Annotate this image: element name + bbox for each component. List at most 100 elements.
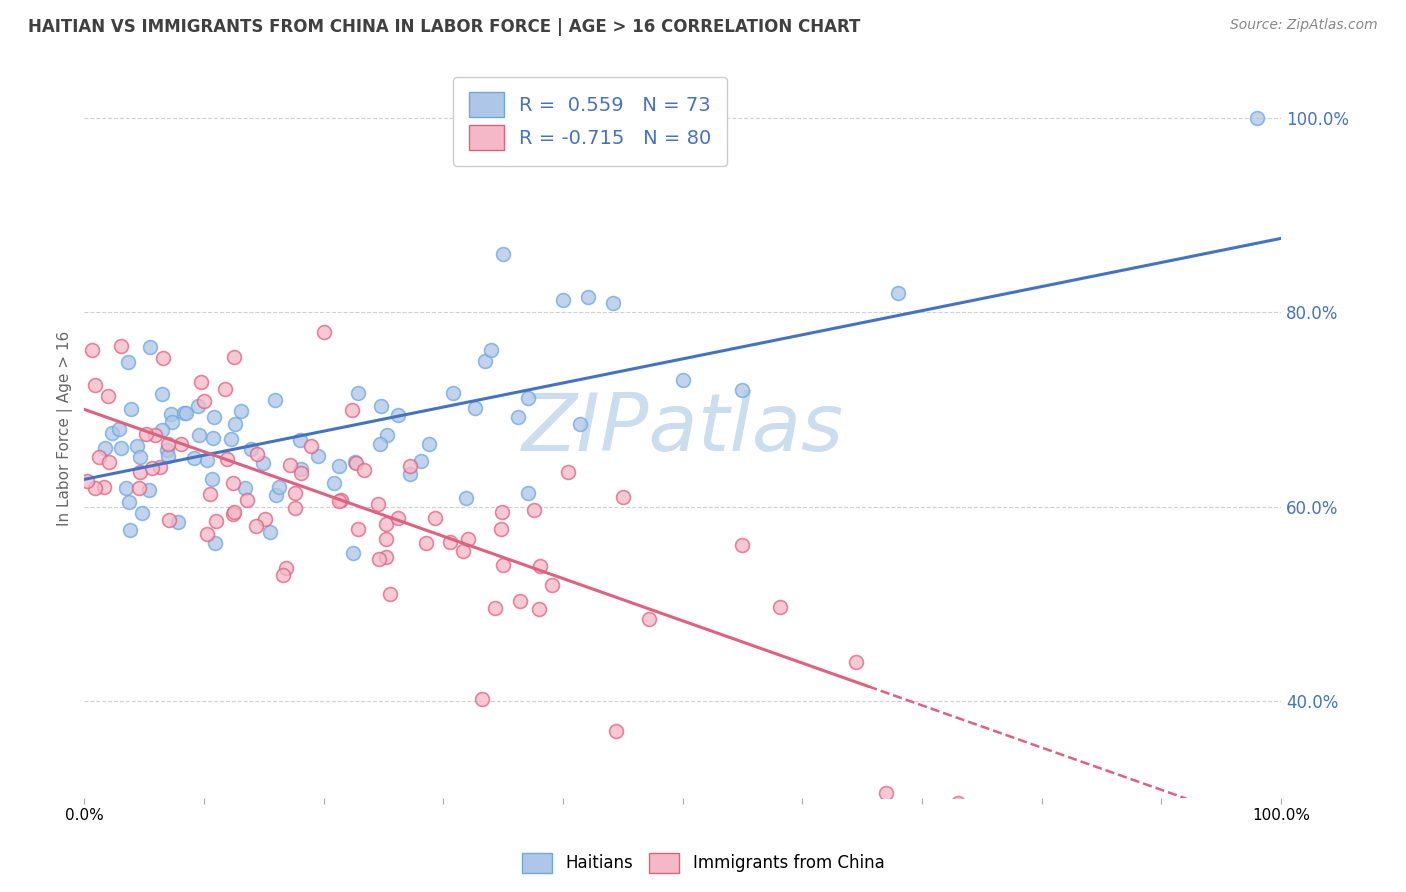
Point <box>523 502 546 516</box>
Point <box>1246 111 1268 125</box>
Point <box>672 373 695 387</box>
Point <box>375 550 398 565</box>
Point <box>423 511 446 525</box>
Point <box>378 587 401 601</box>
Point <box>222 350 245 364</box>
Point <box>290 434 312 448</box>
Point <box>224 505 246 519</box>
Point <box>236 492 259 507</box>
Point <box>108 422 131 436</box>
Point <box>157 449 180 463</box>
Y-axis label: In Labor Force | Age > 16: In Labor Force | Age > 16 <box>58 331 73 526</box>
Point <box>117 355 139 369</box>
Point <box>222 507 245 521</box>
Point <box>347 386 370 401</box>
Point <box>271 568 294 582</box>
Point <box>491 522 513 536</box>
Point <box>328 459 350 474</box>
Point <box>93 480 115 494</box>
Point <box>245 518 267 533</box>
Point <box>492 247 515 261</box>
Point <box>328 493 350 508</box>
Point <box>201 472 224 486</box>
Text: HAITIAN VS IMMIGRANTS FROM CHINA IN LABOR FORCE | AGE > 16 CORRELATION CHART: HAITIAN VS IMMIGRANTS FROM CHINA IN LABO… <box>28 18 860 36</box>
Point <box>160 408 183 422</box>
Point <box>387 408 409 422</box>
Point <box>204 535 226 549</box>
Point <box>89 450 111 465</box>
Point <box>246 446 269 460</box>
Point <box>375 516 398 531</box>
Point <box>506 409 529 424</box>
Point <box>451 544 474 558</box>
Point <box>464 401 486 416</box>
Point <box>183 450 205 465</box>
Point <box>188 428 211 442</box>
Point <box>252 456 274 470</box>
Point <box>269 480 291 494</box>
Point <box>150 387 173 401</box>
Point <box>187 400 209 414</box>
Point <box>94 442 117 456</box>
Point <box>195 527 218 541</box>
Point <box>205 514 228 528</box>
Point <box>141 461 163 475</box>
Point <box>125 439 148 453</box>
Point <box>875 786 897 800</box>
Point <box>612 490 634 504</box>
Point <box>233 481 256 495</box>
Point <box>239 442 262 456</box>
Point <box>202 410 225 425</box>
Point <box>441 385 464 400</box>
Point <box>129 465 152 479</box>
Point <box>368 436 391 450</box>
Point <box>82 343 104 357</box>
Point <box>120 401 142 416</box>
Point <box>323 475 346 490</box>
Point <box>517 391 540 405</box>
Point <box>887 285 910 300</box>
Point <box>190 375 212 389</box>
Point <box>418 436 440 450</box>
Text: Source: ZipAtlas.com: Source: ZipAtlas.com <box>1230 18 1378 32</box>
Legend: R =  0.559   N = 73, R = -0.715   N = 80: R = 0.559 N = 73, R = -0.715 N = 80 <box>453 77 727 166</box>
Point <box>284 486 307 500</box>
Point <box>411 453 433 467</box>
Point <box>398 458 420 473</box>
Point <box>484 600 506 615</box>
Point <box>731 538 754 552</box>
Point <box>479 343 502 357</box>
Point <box>231 403 253 417</box>
Point <box>491 505 513 519</box>
Point <box>152 351 174 365</box>
Point <box>139 340 162 354</box>
Point <box>145 428 167 442</box>
Point <box>214 382 236 396</box>
Point <box>110 442 132 456</box>
Point <box>254 512 277 526</box>
Point <box>264 392 287 407</box>
Point <box>259 525 281 540</box>
Text: ZIPatlas: ZIPatlas <box>522 390 844 467</box>
Point <box>540 578 562 592</box>
Point <box>174 405 197 419</box>
Point <box>353 463 375 477</box>
Point <box>329 493 352 508</box>
Point <box>222 476 245 491</box>
Point <box>284 501 307 516</box>
Point <box>97 389 120 403</box>
Point <box>454 491 477 506</box>
Legend: Haitians, Immigrants from China: Haitians, Immigrants from China <box>515 847 891 880</box>
Point <box>173 407 195 421</box>
Point <box>602 296 624 310</box>
Point <box>198 487 221 501</box>
Point <box>290 461 312 475</box>
Point <box>120 524 142 538</box>
Point <box>84 378 107 392</box>
Point <box>368 552 391 566</box>
Point <box>278 458 301 472</box>
Point <box>215 452 238 467</box>
Point <box>76 475 98 489</box>
Point <box>150 423 173 437</box>
Point <box>344 456 367 470</box>
